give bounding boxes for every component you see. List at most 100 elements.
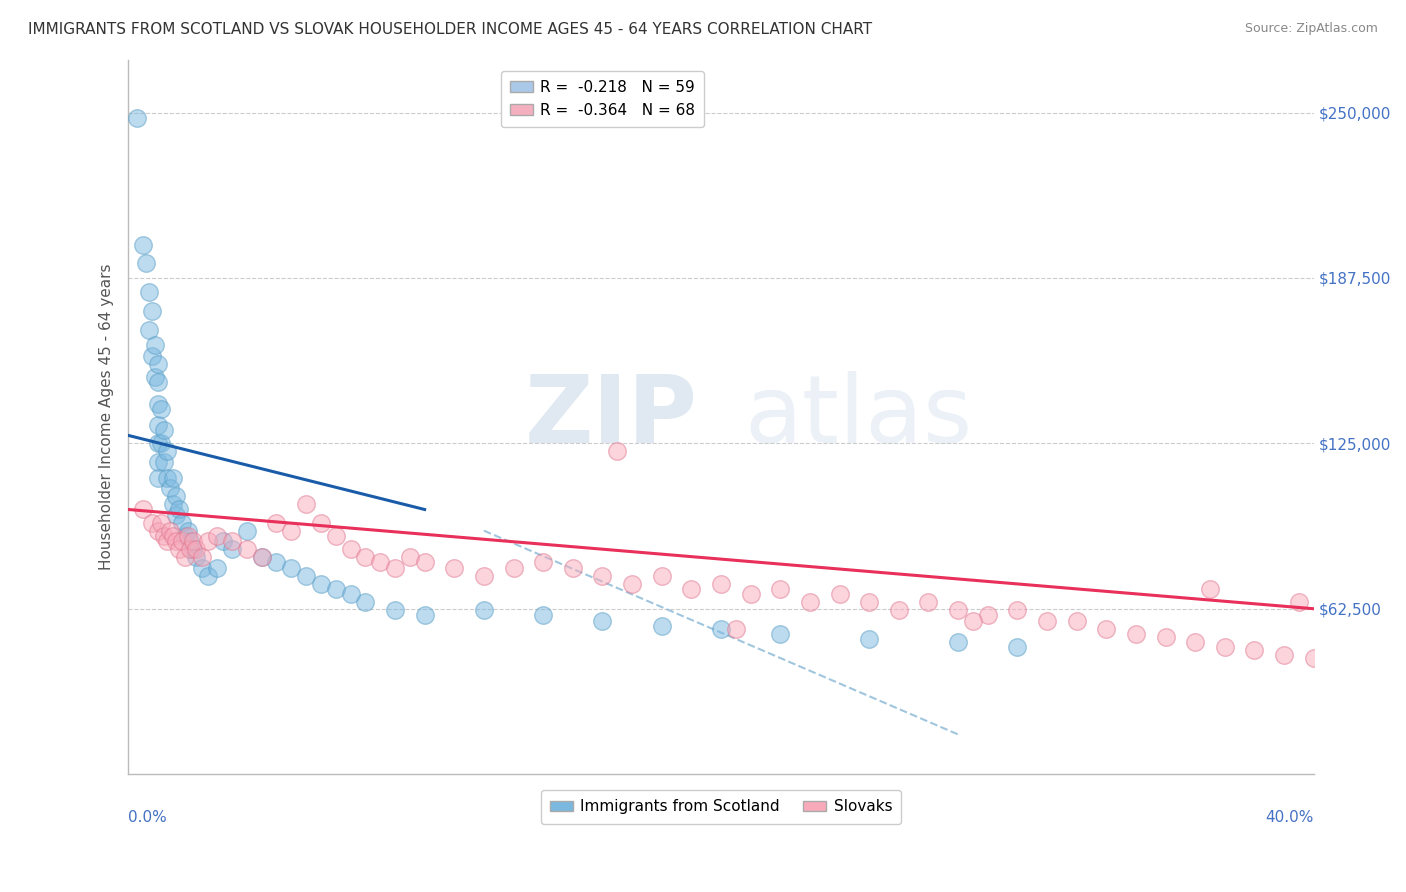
Point: [309, 576, 332, 591]
Point: [212, 534, 235, 549]
Point: [146, 524, 169, 538]
Point: [221, 542, 243, 557]
Point: [146, 455, 169, 469]
Point: [621, 576, 644, 591]
Point: [183, 542, 205, 557]
Point: [1243, 642, 1265, 657]
Point: [179, 542, 201, 557]
Point: [173, 550, 195, 565]
Point: [236, 524, 259, 538]
Point: [740, 587, 762, 601]
Point: [1095, 622, 1118, 636]
Point: [162, 529, 184, 543]
Point: [280, 560, 302, 574]
Point: [149, 516, 172, 530]
Point: [146, 376, 169, 390]
Point: [1154, 630, 1177, 644]
Point: [146, 471, 169, 485]
Point: [858, 595, 880, 609]
Point: [724, 622, 747, 636]
Point: [710, 622, 733, 636]
Point: [186, 542, 208, 557]
Point: [368, 556, 391, 570]
Point: [828, 587, 851, 601]
Point: [146, 397, 169, 411]
Point: [141, 516, 163, 530]
Point: [191, 550, 214, 565]
Point: [132, 502, 155, 516]
Point: [179, 534, 201, 549]
Point: [325, 529, 347, 543]
Text: IMMIGRANTS FROM SCOTLAND VS SLOVAK HOUSEHOLDER INCOME AGES 45 - 64 YEARS CORRELA: IMMIGRANTS FROM SCOTLAND VS SLOVAK HOUSE…: [28, 22, 872, 37]
Point: [159, 481, 181, 495]
Point: [769, 582, 792, 596]
Point: [127, 111, 149, 125]
Point: [162, 497, 184, 511]
Point: [1199, 582, 1222, 596]
Text: 0.0%: 0.0%: [128, 810, 167, 825]
Point: [1036, 614, 1059, 628]
Point: [651, 619, 673, 633]
Point: [186, 550, 208, 565]
Point: [153, 423, 176, 437]
Point: [472, 603, 495, 617]
Text: Source: ZipAtlas.com: Source: ZipAtlas.com: [1244, 22, 1378, 36]
Point: [681, 582, 703, 596]
Point: [325, 582, 347, 596]
Point: [531, 556, 554, 570]
Legend: Immigrants from Scotland, Slovaks: Immigrants from Scotland, Slovaks: [541, 790, 901, 823]
Point: [295, 497, 318, 511]
Point: [221, 534, 243, 549]
Point: [472, 568, 495, 582]
Point: [176, 529, 198, 543]
Point: [413, 608, 436, 623]
Point: [295, 568, 318, 582]
Point: [1213, 640, 1236, 654]
Point: [280, 524, 302, 538]
Point: [170, 516, 193, 530]
Point: [141, 349, 163, 363]
Point: [917, 595, 939, 609]
Point: [197, 568, 219, 582]
Point: [591, 614, 613, 628]
Text: atlas: atlas: [745, 371, 973, 463]
Point: [1288, 595, 1310, 609]
Point: [606, 444, 628, 458]
Point: [1066, 614, 1088, 628]
Point: [962, 614, 984, 628]
Point: [173, 529, 195, 543]
Point: [384, 603, 406, 617]
Point: [167, 542, 190, 557]
Point: [561, 560, 583, 574]
Point: [1007, 603, 1029, 617]
Point: [167, 502, 190, 516]
Point: [1272, 648, 1295, 662]
Point: [143, 338, 166, 352]
Point: [236, 542, 259, 557]
Point: [146, 357, 169, 371]
Point: [183, 534, 205, 549]
Point: [143, 370, 166, 384]
Point: [165, 508, 187, 522]
Point: [769, 627, 792, 641]
Point: [141, 304, 163, 318]
Point: [339, 587, 361, 601]
Point: [443, 560, 465, 574]
Point: [398, 550, 420, 565]
Point: [1184, 635, 1206, 649]
Point: [354, 550, 377, 565]
Point: [384, 560, 406, 574]
Text: ZIP: ZIP: [524, 371, 697, 463]
Point: [191, 560, 214, 574]
Point: [887, 603, 910, 617]
Point: [413, 556, 436, 570]
Point: [205, 560, 228, 574]
Text: 40.0%: 40.0%: [1265, 810, 1313, 825]
Point: [799, 595, 821, 609]
Point: [531, 608, 554, 623]
Point: [149, 436, 172, 450]
Point: [153, 455, 176, 469]
Point: [156, 534, 179, 549]
Point: [159, 524, 181, 538]
Point: [309, 516, 332, 530]
